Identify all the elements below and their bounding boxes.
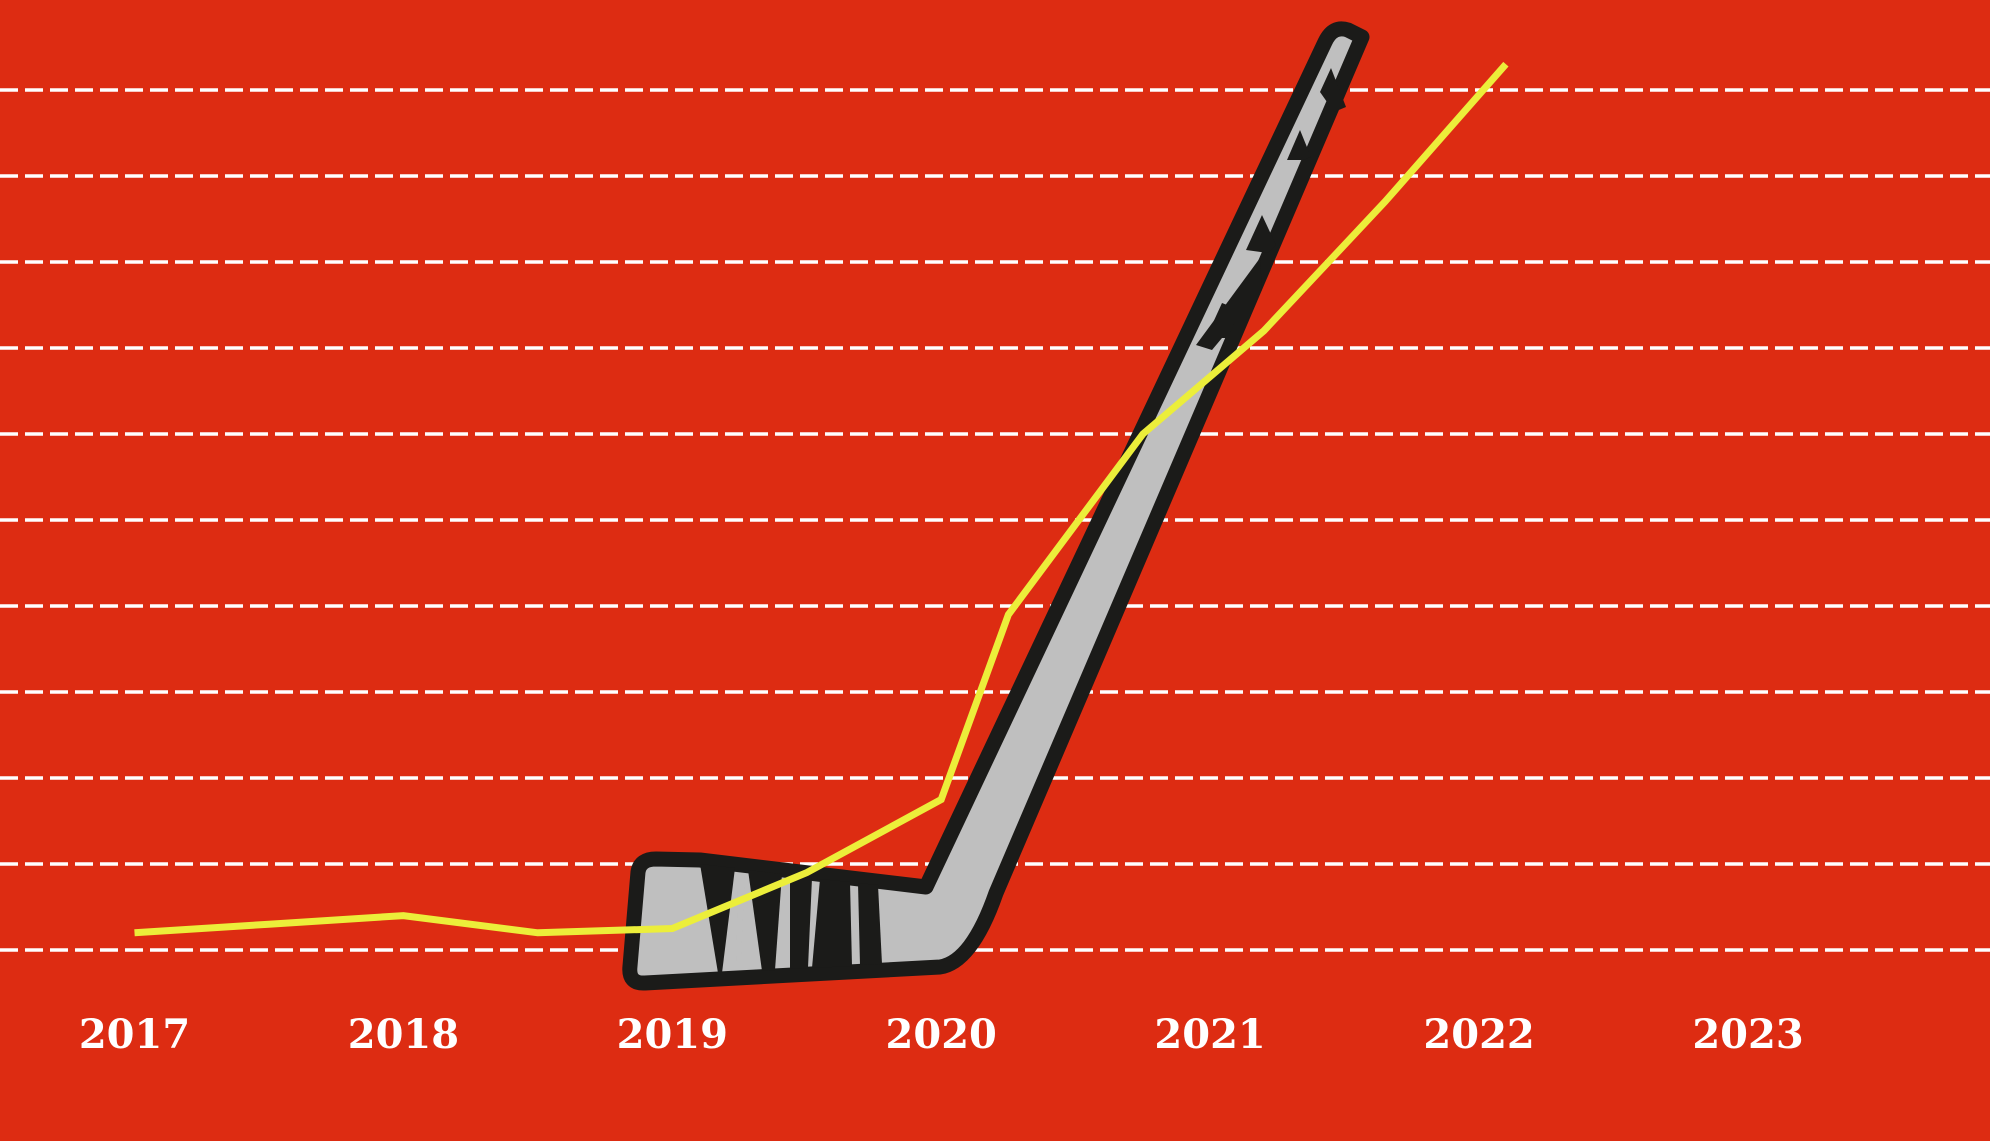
x-tick-label: 2023	[1692, 1011, 1803, 1058]
x-tick-label: 2019	[617, 1011, 728, 1058]
x-tick-label: 2021	[1154, 1011, 1265, 1058]
blade-tape-stripe	[858, 883, 882, 965]
gridlines	[0, 88, 1990, 952]
series-line	[134, 61, 1509, 937]
blade-tape-stripe	[700, 864, 735, 973]
shaft-tape-band	[1320, 68, 1346, 112]
x-tick-label: 2022	[1423, 1011, 1534, 1058]
x-axis-ticks: 2017 2018 2019 2020 2021 2022 2023	[79, 1011, 1804, 1058]
x-tick-label: 2020	[886, 1011, 997, 1058]
hockey-stick-icon	[622, 21, 1370, 991]
x-tick-label: 2017	[79, 1011, 190, 1058]
blade-tape-stripe	[812, 879, 852, 968]
shaft-tape-band	[1246, 215, 1276, 253]
x-tick-label: 2018	[348, 1011, 459, 1058]
shaft-tape-band	[1196, 258, 1262, 350]
hockey-stick-shape	[622, 21, 1370, 991]
shaft-tape-band	[1287, 130, 1311, 160]
blade-tape-stripe	[790, 875, 812, 969]
